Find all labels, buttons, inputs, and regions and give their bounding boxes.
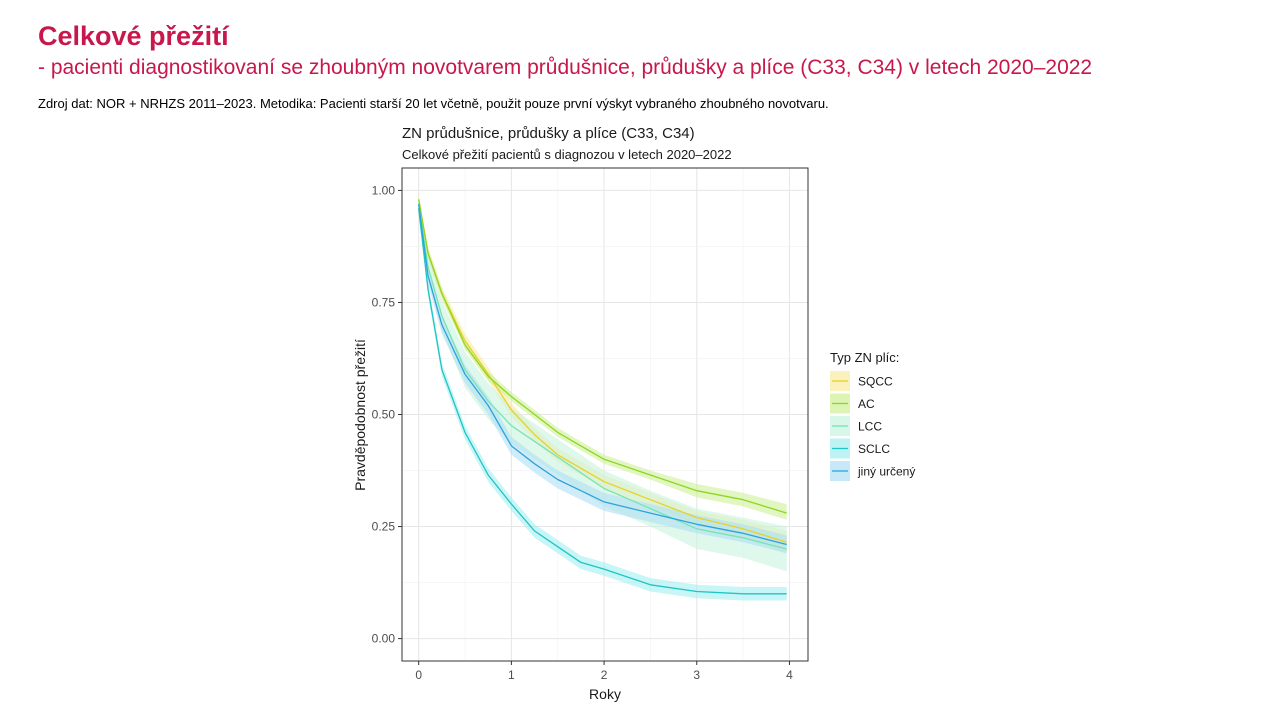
x-tick-label: 3	[693, 668, 700, 682]
legend-label-sqcc: SQCC	[858, 375, 893, 389]
band-ac	[418, 194, 787, 520]
legend: SQCC AC LCC SCLC jiný určený	[830, 371, 915, 481]
legend-label-ac: AC	[858, 397, 875, 411]
x-tick-label: 1	[508, 668, 515, 682]
line-sclc	[418, 208, 787, 595]
source-note: Zdroj dat: NOR + NRHZS 2011–2023. Metodi…	[38, 96, 829, 111]
chart-title: ZN průdušnice, průdušky a plíce (C33, C3…	[402, 125, 695, 142]
y-tick-label: 0.25	[372, 520, 396, 534]
legend-label-jiný-určený: jiný určený	[857, 465, 915, 479]
band-sclc	[418, 201, 787, 601]
x-axis-title: Roky	[589, 686, 621, 702]
axes: 0 1 2 3 4 0.00 0.25 0.50 0.75 1.00	[372, 183, 793, 682]
line-jiný-určený	[418, 203, 787, 546]
slide-subtitle: - pacienti diagnostikovaní se zhoubným n…	[38, 56, 1093, 79]
y-tick-label: 1.00	[372, 183, 396, 197]
legend-label-sclc: SCLC	[858, 442, 890, 456]
legend-title: Typ ZN plíc:	[830, 350, 899, 365]
y-tick-label: 0.50	[372, 408, 396, 422]
y-tick-label: 0.00	[372, 632, 396, 646]
x-tick-label: 2	[601, 668, 608, 682]
confidence-bands	[418, 194, 787, 601]
y-tick-label: 0.75	[372, 295, 396, 309]
x-tick-label: 4	[786, 668, 793, 682]
survival-lines	[418, 199, 787, 595]
line-lcc	[418, 203, 787, 550]
slide-title: Celkové přežití	[38, 21, 229, 51]
x-tick-label: 0	[415, 668, 422, 682]
y-axis-title: Pravděpodobnost přežití	[352, 339, 368, 491]
chart-subtitle: Celkové přežití pacientů s diagnozou v l…	[402, 147, 732, 162]
grid-layer	[402, 168, 808, 661]
legend-label-lcc: LCC	[858, 420, 882, 434]
line-ac	[418, 199, 787, 514]
